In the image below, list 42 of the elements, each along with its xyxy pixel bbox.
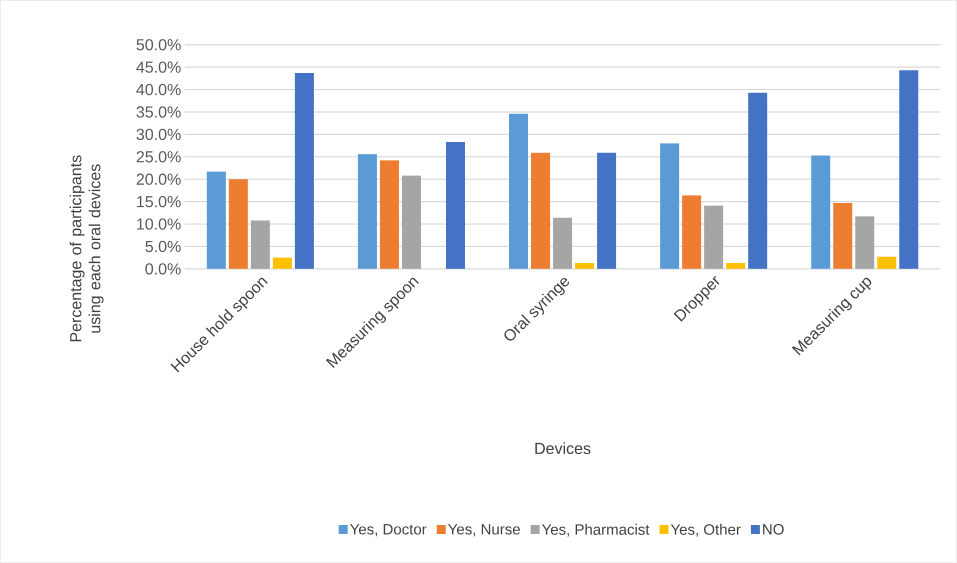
- y-tick-label: 30.0%: [136, 128, 181, 140]
- bar: [833, 203, 852, 269]
- y-axis-title: Percentage of participants using each oral devices: [70, 156, 104, 342]
- bar: [704, 206, 724, 269]
- bar: [358, 154, 377, 269]
- y-tick-label: 35.0%: [136, 106, 181, 118]
- legend-label: Yes, Doctor: [350, 524, 426, 536]
- bar: [553, 218, 572, 269]
- bar: [402, 176, 421, 269]
- bar: [575, 263, 594, 269]
- bar: [250, 220, 270, 269]
- x-axis-title: Devices: [535, 442, 590, 454]
- bar: [446, 142, 465, 269]
- y-tick-label: 45.0%: [136, 62, 181, 73]
- bar: [811, 156, 830, 269]
- bar: [877, 256, 896, 269]
- bar: [272, 258, 292, 269]
- bar: [206, 172, 226, 269]
- bar: [855, 216, 874, 269]
- bar: [294, 73, 314, 269]
- bar: [660, 143, 680, 269]
- bar: [748, 92, 768, 269]
- y-tick-label: 0.0%: [145, 263, 181, 275]
- y-tick-label: 40.0%: [136, 84, 181, 96]
- y-tick-label: 50.0%: [136, 39, 181, 51]
- bar: [899, 70, 918, 269]
- bar: [380, 160, 399, 269]
- y-tick-label: 10.0%: [137, 218, 181, 230]
- bar: [597, 152, 616, 269]
- bar: [682, 195, 702, 269]
- legend-label: Yes, Nurse: [448, 524, 520, 536]
- legend-label: Yes, Pharmacist: [542, 524, 650, 537]
- bar: [509, 114, 528, 269]
- y-tick-label: 15.0%: [137, 196, 181, 208]
- y-tick-label: 5.0%: [145, 240, 181, 252]
- bar: [531, 152, 550, 269]
- bar: [228, 179, 248, 269]
- y-tick-label: 20.0%: [136, 174, 181, 186]
- y-tick-label: 25.0%: [136, 151, 181, 163]
- bar: [726, 263, 746, 269]
- legend-label: Yes, Other: [670, 524, 741, 537]
- legend-label: NO: [763, 524, 784, 535]
